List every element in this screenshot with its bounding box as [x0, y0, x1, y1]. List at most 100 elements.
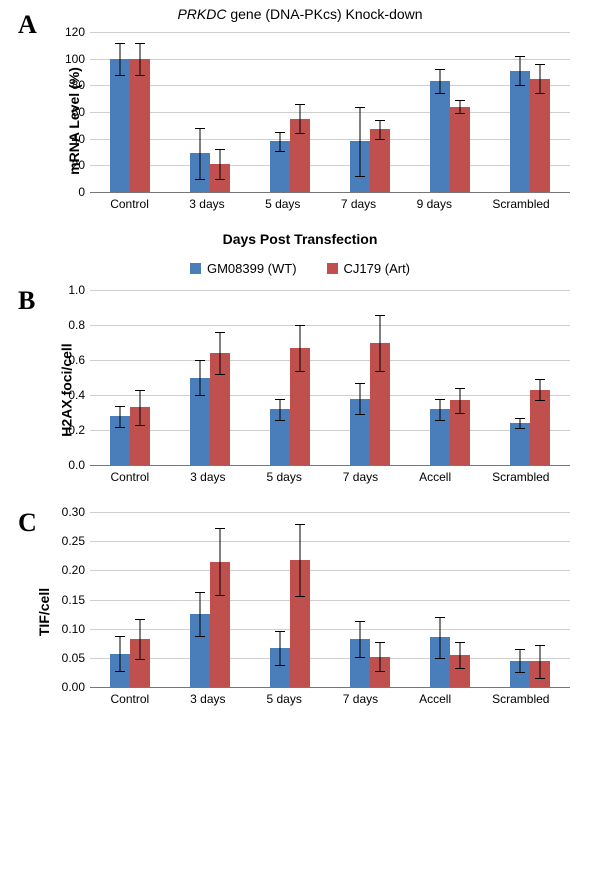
ytick: 0.25: [50, 534, 85, 548]
ytick: 1.0: [50, 283, 85, 297]
panel-b-label: B: [18, 286, 35, 316]
ytick: 100: [50, 52, 85, 66]
panel-b-chart: 0.00.20.40.60.81.0: [90, 290, 570, 466]
bar-art: [290, 119, 310, 192]
ytick: 0.2: [50, 423, 85, 437]
xtick: 9 days: [417, 197, 452, 211]
ytick: 120: [50, 25, 85, 39]
bar-art: [290, 348, 310, 465]
bar-group: [190, 562, 230, 687]
xtick: Accell: [419, 692, 451, 706]
panel-c: C TIF/cell 0.000.050.100.150.200.250.30 …: [0, 512, 600, 706]
bar-group: [430, 400, 470, 465]
bar-group: [350, 639, 390, 687]
xtick: 5 days: [266, 692, 301, 706]
xtick: 7 days: [341, 197, 376, 211]
bar-art: [370, 343, 390, 466]
bar-wt: [110, 59, 130, 192]
bar-group: [510, 661, 550, 687]
xtick: 3 days: [190, 692, 225, 706]
bar-wt: [190, 614, 210, 687]
bar-wt: [430, 637, 450, 687]
bar-wt: [510, 71, 530, 192]
xtick: Control: [110, 470, 149, 484]
panel-a: A PRKDC gene (DNA-PKcs) Knock-down mRNA …: [0, 6, 600, 247]
bar-wt: [110, 654, 130, 687]
bar-group: [430, 81, 470, 192]
xtick: 5 days: [265, 197, 300, 211]
bar-group: [430, 637, 470, 687]
panel-a-xlabel: Days Post Transfection: [0, 231, 600, 247]
bar-art: [130, 407, 150, 465]
panel-a-chart: 020406080100120: [90, 32, 570, 193]
bar-group: [270, 348, 310, 465]
bar-group: [510, 390, 550, 465]
legend: GM08399 (WT) CJ179 (Art): [0, 261, 600, 276]
xtick: Scrambled: [492, 197, 549, 211]
bar-art: [290, 560, 310, 687]
bar-group: [190, 153, 230, 192]
bar-wt: [430, 81, 450, 192]
xtick: 3 days: [190, 470, 225, 484]
xtick: Control: [110, 197, 149, 211]
bar-art: [450, 655, 470, 687]
ytick: 0.0: [50, 458, 85, 472]
legend-wt-label: GM08399 (WT): [207, 261, 297, 276]
legend-art: CJ179 (Art): [327, 261, 410, 276]
bar-wt: [110, 416, 130, 465]
bar-wt: [350, 639, 370, 687]
bar-group: [270, 560, 310, 687]
ytick: 40: [50, 132, 85, 146]
legend-wt: GM08399 (WT): [190, 261, 297, 276]
bar-art: [130, 639, 150, 687]
xtick: 7 days: [343, 470, 378, 484]
bar-group: [110, 59, 150, 192]
bar-wt: [510, 661, 530, 687]
bar-wt: [190, 378, 210, 466]
panel-a-label: A: [18, 10, 37, 40]
bar-art: [530, 390, 550, 465]
bar-art: [210, 164, 230, 192]
bar-group: [350, 343, 390, 466]
xtick: Scrambled: [492, 470, 549, 484]
bar-group: [110, 407, 150, 465]
bar-wt: [270, 141, 290, 192]
bar-group: [110, 639, 150, 687]
bar-art: [370, 657, 390, 687]
panel-c-label: C: [18, 508, 37, 538]
bar-group: [510, 71, 550, 192]
bar-wt: [270, 409, 290, 465]
ytick: 20: [50, 158, 85, 172]
bar-art: [450, 400, 470, 465]
xtick: Accell: [419, 470, 451, 484]
bar-group: [270, 119, 310, 192]
figure: A PRKDC gene (DNA-PKcs) Knock-down mRNA …: [0, 6, 600, 706]
panel-a-title-rest: gene (DNA-PKcs) Knock-down: [226, 6, 422, 22]
legend-art-label: CJ179 (Art): [344, 261, 410, 276]
ytick: 60: [50, 105, 85, 119]
ytick: 0: [50, 185, 85, 199]
bar-art: [370, 129, 390, 192]
bar-art: [450, 107, 470, 192]
xtick: 7 days: [343, 692, 378, 706]
ytick: 0.10: [50, 622, 85, 636]
bar-wt: [350, 399, 370, 466]
ytick: 0.4: [50, 388, 85, 402]
bar-wt: [430, 409, 450, 465]
bar-art: [530, 661, 550, 687]
ytick: 80: [50, 78, 85, 92]
ytick: 0.8: [50, 318, 85, 332]
panel-b-xticks: Control3 days5 days7 daysAccellScrambled: [90, 470, 570, 484]
bar-wt: [350, 141, 370, 192]
panel-c-xticks: Control3 days5 days7 daysAccellScrambled: [90, 692, 570, 706]
ytick: 0.6: [50, 353, 85, 367]
panel-a-title: PRKDC gene (DNA-PKcs) Knock-down: [0, 6, 600, 22]
panel-a-title-italic: PRKDC: [177, 6, 226, 22]
ytick: 0.30: [50, 505, 85, 519]
legend-wt-swatch: [190, 263, 201, 274]
bar-art: [210, 353, 230, 465]
ytick: 0.05: [50, 651, 85, 665]
legend-art-swatch: [327, 263, 338, 274]
ytick: 0.20: [50, 563, 85, 577]
bar-art: [210, 562, 230, 687]
